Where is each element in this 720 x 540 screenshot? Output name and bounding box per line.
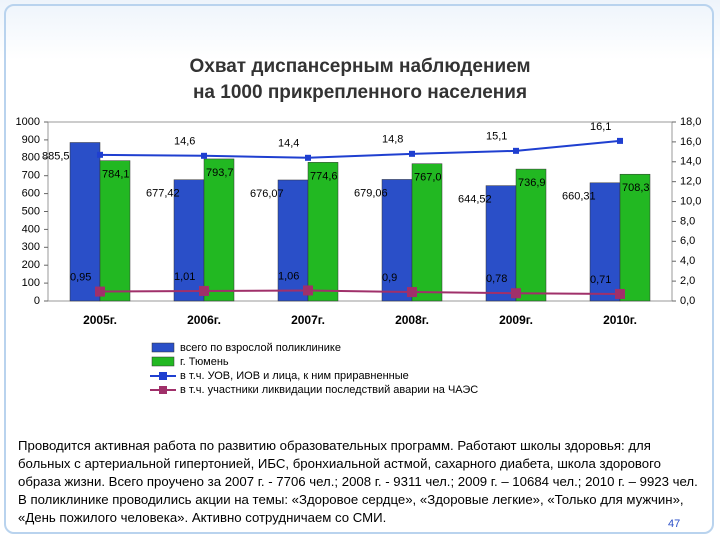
chart-title: Охват диспансерным наблюдением на 1000 п…: [0, 54, 720, 106]
value-label: 1,06: [278, 270, 299, 282]
value-label: 16,1: [590, 121, 611, 133]
chart: 0 100 200 300 400 500 600 700 800 900 1000 0,0 2,0 4,…: [16, 116, 702, 396]
y-tick-label: 700: [22, 170, 40, 182]
legend-label: всего по взрослой поликлинике: [180, 342, 341, 354]
legend-swatch: [151, 342, 175, 353]
paragraph: Проводится активная работа по развитию о…: [18, 438, 698, 525]
marker: [513, 147, 519, 154]
title-line: на 1000 прикрепленного населения: [192, 82, 528, 103]
y-tick-label: 400: [22, 223, 40, 235]
legend-marker: [159, 386, 167, 394]
y2-tick-label: 4,0: [680, 255, 695, 267]
value-label: 708,3: [622, 182, 650, 194]
marker: [201, 152, 207, 159]
y-tick-label: 200: [22, 259, 40, 271]
value-label: 14,8: [382, 134, 403, 146]
y-tick-label: 600: [22, 188, 40, 200]
y-tick-label: 500: [22, 205, 40, 217]
x-tick-label: 2008г.: [395, 313, 429, 327]
value-label: 14,6: [174, 136, 195, 148]
value-label: 736,9: [518, 177, 546, 189]
value-label: 0,71: [590, 274, 611, 286]
marker: [407, 287, 417, 298]
legend-label: г. Тюмень: [180, 356, 229, 368]
bar: [485, 185, 517, 302]
x-tick-label: 2005г.: [83, 313, 117, 327]
bar: [619, 173, 651, 302]
bar: [99, 160, 131, 302]
y2-tick-label: 12,0: [680, 176, 701, 188]
bar: [69, 142, 101, 302]
legend-label: в т.ч. участники ликвидации последствий …: [180, 384, 478, 396]
y-tick-label: 300: [22, 241, 40, 253]
y2-tick-label: 2,0: [680, 275, 695, 287]
marker: [305, 154, 311, 161]
value-label: 679,06: [354, 187, 388, 199]
marker: [199, 285, 209, 296]
value-label: 784,1: [102, 169, 130, 181]
value-label: 1,01: [174, 271, 195, 283]
y2-tick-label: 18,0: [680, 116, 701, 128]
bar: [307, 162, 339, 302]
plot-area: [47, 121, 673, 302]
marker: [303, 285, 313, 296]
y-tick-label: 0: [34, 295, 40, 307]
value-label: 0,78: [486, 273, 507, 285]
value-label: 774,6: [310, 170, 338, 182]
legend-marker: [159, 372, 167, 380]
value-label: 15,1: [486, 131, 507, 143]
value-label: 0,95: [70, 271, 91, 283]
value-label: 767,0: [414, 172, 442, 184]
marker: [409, 150, 415, 157]
y2-tick-label: 14,0: [680, 156, 701, 168]
x-tick-label: 2009г.: [499, 313, 533, 327]
y-tick-label: 100: [22, 277, 40, 289]
bar: [589, 182, 621, 302]
frame: [4, 4, 714, 534]
value-label: 14,4: [278, 138, 299, 150]
y2-tick-label: 0,0: [680, 295, 695, 307]
value-label: 676,07: [250, 188, 284, 200]
y-tick-label: 1000: [16, 116, 40, 128]
marker: [511, 288, 521, 299]
legend-swatch: [151, 356, 175, 367]
title-line: Охват диспансерным наблюдением: [189, 56, 531, 77]
marker: [95, 286, 105, 297]
legend-label: в т.ч. УОВ, ИОВ и лица, к ним приравненн…: [180, 370, 409, 382]
bar: [381, 179, 413, 302]
y2-tick-label: 10,0: [680, 195, 701, 207]
x-tick-label: 2007г.: [291, 313, 325, 327]
bar: [411, 163, 443, 302]
marker: [615, 288, 625, 299]
value-label: 885,5: [42, 150, 70, 162]
line: [99, 289, 621, 295]
x-tick-label: 2006г.: [187, 313, 221, 327]
y2-tick-label: 6,0: [680, 235, 695, 247]
y-tick-label: 900: [22, 134, 40, 146]
bar: [515, 168, 547, 302]
y2-tick-label: 16,0: [680, 136, 701, 148]
y2-tick-label: 8,0: [680, 215, 695, 227]
y-tick-label: 800: [22, 152, 40, 164]
line: [99, 139, 621, 159]
value-label: 644,52: [458, 194, 492, 206]
value-label: 793,7: [206, 167, 234, 179]
bar: [203, 158, 235, 302]
marker: [97, 151, 103, 158]
value-label: 0,9: [382, 272, 397, 284]
value-label: 677,42: [146, 188, 180, 200]
marker: [617, 137, 623, 144]
page-number: 47: [668, 518, 681, 530]
x-tick-label: 2010г.: [603, 313, 637, 327]
value-label: 660,31: [562, 191, 596, 203]
